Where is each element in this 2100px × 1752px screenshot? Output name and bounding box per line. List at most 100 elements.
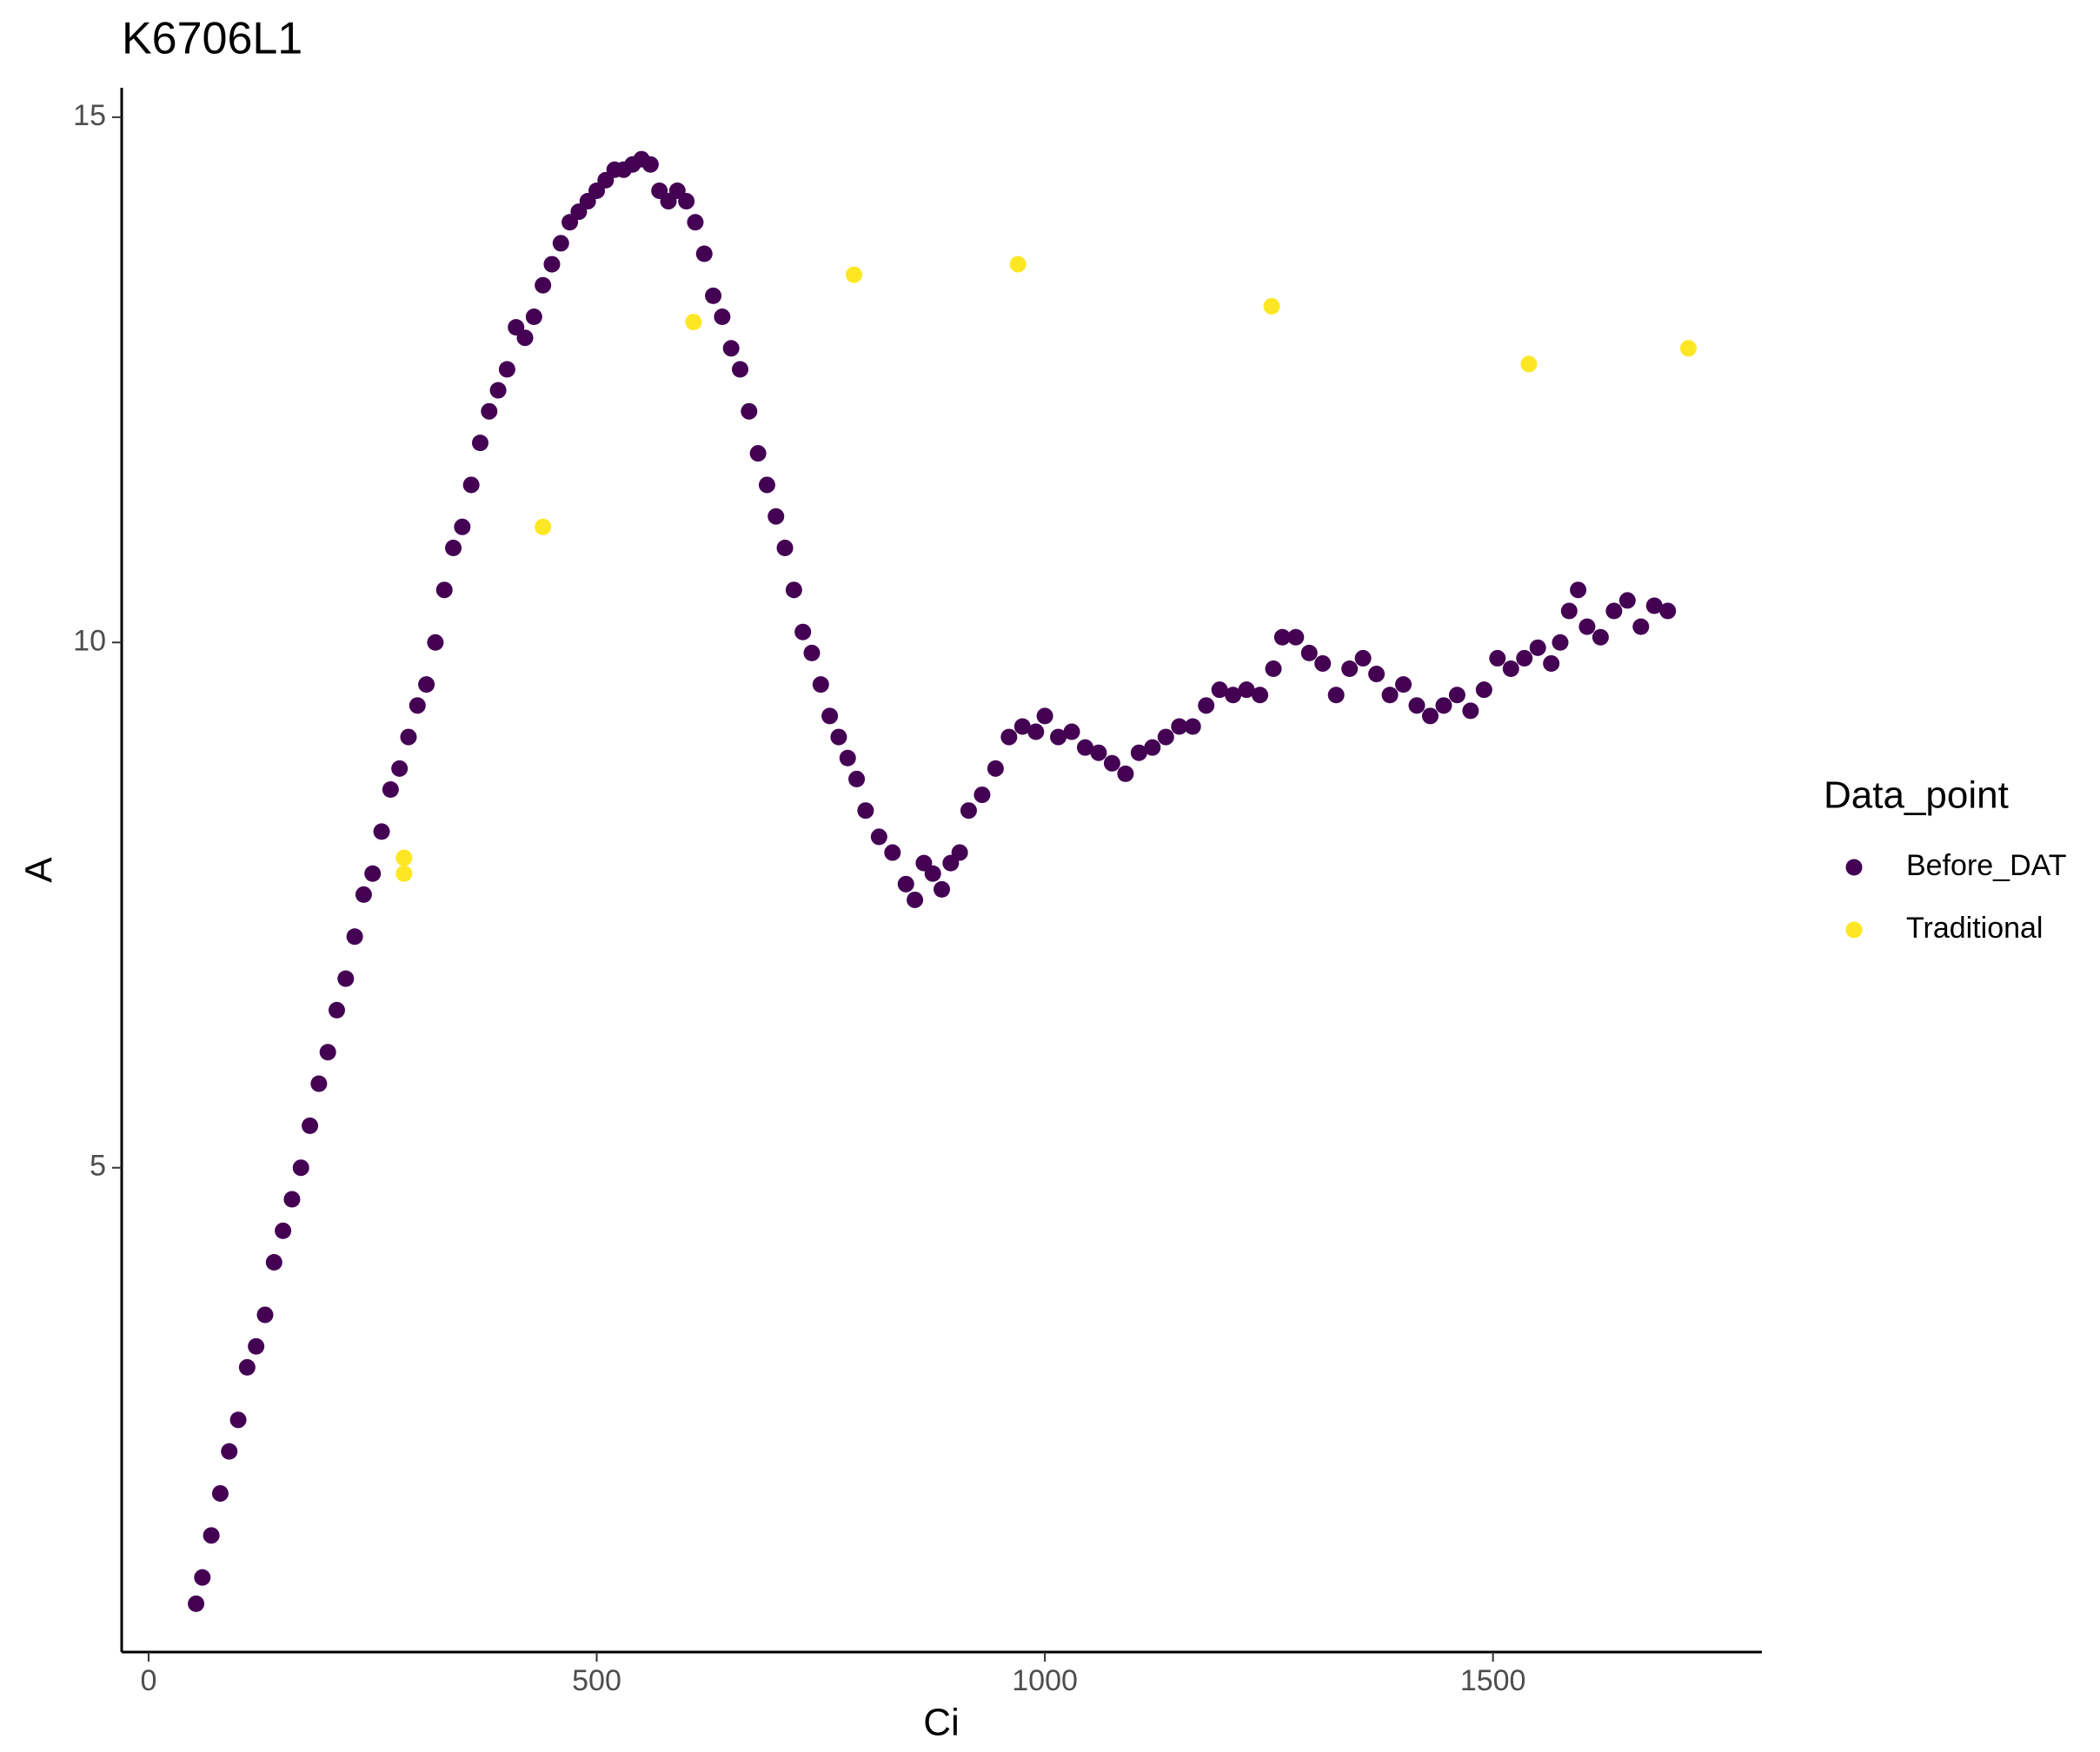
data-point [1368,666,1386,683]
data-point [1252,687,1269,704]
data-point [445,539,462,556]
data-point [1578,618,1596,635]
data-point [525,309,542,326]
data-point [960,802,977,820]
data-point [897,875,914,893]
data-point [552,235,569,252]
data-point [203,1527,220,1544]
data-point [1171,718,1188,735]
data-point [292,1159,309,1177]
data-point [1462,702,1479,720]
data-point [812,676,829,694]
data-point [462,476,480,494]
data-point [768,508,785,525]
data-point [1679,340,1697,357]
data-point [346,928,363,946]
data-point [1502,660,1519,678]
data-point [481,402,498,420]
data-point [265,1254,282,1271]
data-point [1287,628,1305,646]
data-point [1076,739,1093,756]
data-point [987,760,1004,777]
data-point [516,329,534,347]
legend-label: Before_DAT [1906,849,2067,882]
data-point [776,539,794,556]
data-point [427,634,444,651]
legend-marker [1845,921,1863,939]
data-point [1263,297,1280,315]
data-point [1435,697,1452,714]
data-point [848,770,866,787]
x-tick-label: 500 [572,1664,621,1697]
data-point [1027,723,1045,740]
y-axis-title: A [18,857,61,883]
data-point [731,361,748,378]
data-point [364,865,382,882]
data-point [1238,681,1255,699]
data-point [543,256,561,273]
x-tick-label: 1000 [1012,1664,1078,1697]
data-point [687,214,704,231]
data-point [535,518,552,535]
data-point [870,828,887,846]
data-point [1421,707,1439,725]
chart-title: K6706L1 [122,14,302,64]
data-point [395,865,413,882]
data-point [974,786,991,804]
data-point [1448,687,1465,704]
data-point [1013,718,1031,735]
data-point [1645,597,1663,614]
data-point [1314,654,1332,672]
data-point [1489,649,1506,667]
data-point [1157,728,1174,746]
data-point [951,844,968,861]
data-point [395,849,413,866]
data-point [1543,654,1560,672]
data-point [1570,581,1587,599]
data-point [722,340,740,357]
data-point [1009,256,1027,273]
data-point [1552,634,1569,651]
data-point [678,193,695,210]
data-point [1063,723,1080,740]
data-point [498,361,515,378]
data-point [1130,744,1147,761]
data-point [1050,728,1067,746]
data-point [319,1044,336,1061]
data-point [194,1569,211,1586]
data-point [741,402,758,420]
data-point [1225,687,1242,704]
data-point [373,823,390,840]
data-point [839,749,856,766]
legend-label: Traditional [1906,912,2043,945]
data-point [302,1117,319,1134]
data-point [211,1484,229,1502]
data-point [221,1443,238,1460]
data-point [907,891,924,908]
data-point [337,970,355,987]
data-point [1618,592,1636,609]
data-point [435,581,453,599]
data-point [1273,628,1291,646]
data-point [1000,728,1018,746]
data-point [1354,649,1372,667]
data-point [705,287,722,304]
data-point [1198,697,1215,714]
data-point [229,1411,247,1429]
legend-title: Data_point [1824,774,2009,817]
data-point [1117,765,1134,782]
data-point [275,1222,292,1239]
data-point [409,697,426,714]
data-point [535,276,552,294]
data-point [1341,660,1359,678]
data-point [310,1075,328,1092]
y-tick-label: 10 [73,624,106,657]
data-point [934,880,950,898]
data-point [685,314,702,331]
data-point [1560,602,1578,620]
data-point [248,1337,265,1355]
data-point [695,245,713,262]
data-point [471,435,488,452]
data-point [382,781,399,799]
